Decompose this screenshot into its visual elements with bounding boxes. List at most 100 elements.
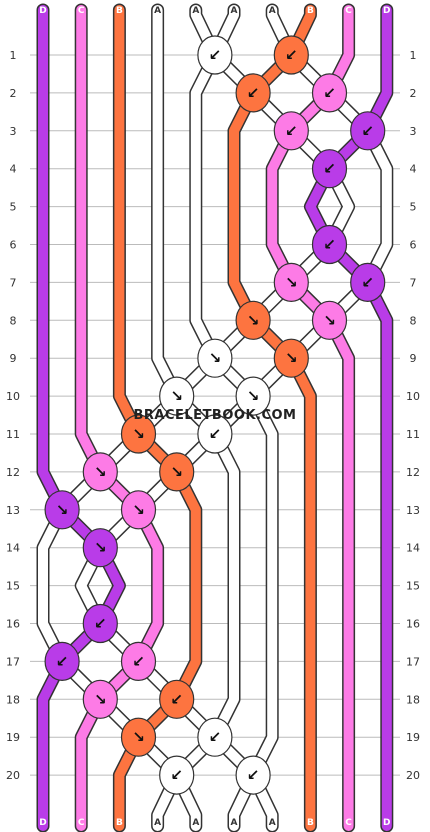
knot: ↙ (235, 755, 271, 795)
row-label: 20 (6, 769, 20, 782)
knot: ↘ (120, 414, 157, 454)
knot-circle (82, 528, 118, 568)
strand-letter: A (154, 818, 161, 828)
strand-letter: A (192, 6, 199, 16)
knot: ↙ (197, 717, 233, 757)
strand-D (38, 5, 125, 831)
knot-circle (235, 376, 271, 416)
row-label: 13 (406, 504, 420, 517)
knot-circle (82, 679, 118, 719)
knot-arrow-icon: ↙ (170, 766, 183, 784)
row-label: 11 (6, 428, 20, 441)
knot: ↘ (120, 717, 157, 757)
knot-circle (197, 414, 233, 454)
knot: ↙ (159, 679, 195, 719)
knot-arrow-icon: ↘ (132, 728, 145, 746)
knot-circle (273, 338, 309, 378)
strand-letter: C (345, 818, 352, 828)
row-label: 19 (6, 731, 20, 744)
knot: ↘ (44, 490, 80, 530)
knot-arrow-icon: ↙ (209, 728, 222, 746)
row-label: 14 (406, 542, 420, 555)
knot-arrow-icon: ↙ (285, 46, 298, 64)
knot-circle (350, 111, 386, 151)
knot-arrow-icon: ↘ (56, 501, 69, 519)
knot-arrow-icon: ↘ (247, 311, 260, 329)
strand-letter: D (383, 6, 390, 16)
knot: ↙ (120, 641, 157, 682)
watermark-text: BRACELETBOOK.COM (134, 408, 297, 423)
knot: ↘ (273, 262, 309, 302)
knot: ↘ (82, 679, 118, 719)
row-label: 1 (410, 49, 417, 62)
knot-arrow-icon: ↘ (94, 463, 107, 481)
knot-circle (273, 35, 309, 75)
knot-circle (273, 262, 309, 302)
knot-arrow-icon: ↙ (361, 273, 374, 291)
knot-arrow-icon: ↘ (285, 273, 298, 291)
row-label: 3 (10, 125, 17, 138)
knot: ↙ (197, 35, 233, 75)
row-label: 19 (406, 731, 420, 744)
knot: ↙ (350, 262, 386, 302)
row-label: 16 (406, 618, 420, 631)
knot-circle (197, 35, 233, 75)
knot: ↙ (82, 603, 118, 644)
knot-circle (159, 452, 195, 492)
knot-arrow-icon: ↘ (247, 387, 260, 405)
row-label: 12 (406, 466, 420, 479)
knot-circle (350, 262, 386, 302)
row-label: 8 (410, 314, 417, 327)
row-label: 16 (6, 618, 20, 631)
knot-arrow-icon: ↙ (285, 122, 298, 140)
knot-circle (311, 224, 348, 265)
row-label: 6 (10, 239, 17, 252)
strand-letter: A (269, 818, 276, 828)
knot: ↙ (311, 224, 348, 265)
knot-arrow-icon: ↘ (170, 387, 183, 405)
knot: ↘ (235, 376, 271, 416)
row-label: 10 (6, 390, 20, 403)
knot-circle (197, 717, 233, 757)
row-label: 3 (410, 125, 417, 138)
row-label: 2 (410, 87, 417, 100)
strand-letters: D D C C B B A A A A A A A A B B C C D D (39, 6, 390, 828)
knot: ↘ (82, 452, 118, 492)
knot-arrow-icon: ↙ (170, 690, 183, 708)
knot: ↙ (44, 641, 80, 682)
row-label: 5 (410, 201, 417, 214)
knot: ↙ (197, 414, 233, 454)
strand-letter: C (345, 6, 352, 16)
row-label: 6 (410, 239, 417, 252)
knot-grid: ↙ ↙ ↙ ↙ ↙ ↙ ↙ ↙ ↘ ↙ ↘ ↘ ↘ ↘ ↘ ↘ ↘ ↙ ↘ ↘ ↘ ↘ ↘ ↙ ↙ ↙ ↘ ↙ ↘ ↙ ↙ ↙ (44, 35, 386, 795)
strand-letter: B (116, 818, 123, 828)
row-label: 4 (10, 163, 17, 176)
strand-letter: D (39, 818, 46, 828)
knot-circle (120, 490, 157, 530)
row-label: 5 (10, 201, 17, 214)
knot: ↙ (350, 111, 386, 151)
knot: ↙ (273, 111, 309, 151)
strand-letter: D (39, 6, 46, 16)
strand-letter: D (383, 818, 390, 828)
knot-arrow-icon: ↘ (170, 463, 183, 481)
knot-circle (311, 300, 348, 340)
knot-arrow-icon: ↙ (247, 766, 260, 784)
knot-circle (159, 755, 195, 795)
knot-circle (235, 300, 271, 340)
row-label: 8 (10, 314, 17, 327)
knot-arrow-icon: ↙ (247, 84, 260, 102)
row-label: 12 (6, 466, 20, 479)
knot: ↙ (311, 73, 348, 113)
row-label: 17 (406, 655, 420, 668)
knot-arrow-icon: ↙ (132, 652, 145, 670)
row-label: 7 (10, 276, 17, 289)
knot-arrow-icon: ↙ (323, 236, 336, 254)
strand-letter: B (307, 6, 314, 16)
knot-circle (120, 717, 157, 757)
row-label: 14 (6, 542, 20, 555)
strand-A (152, 5, 239, 831)
knot-arrow-icon: ↙ (56, 652, 69, 670)
strand-letter: A (192, 818, 199, 828)
strand-letter: A (154, 6, 161, 16)
